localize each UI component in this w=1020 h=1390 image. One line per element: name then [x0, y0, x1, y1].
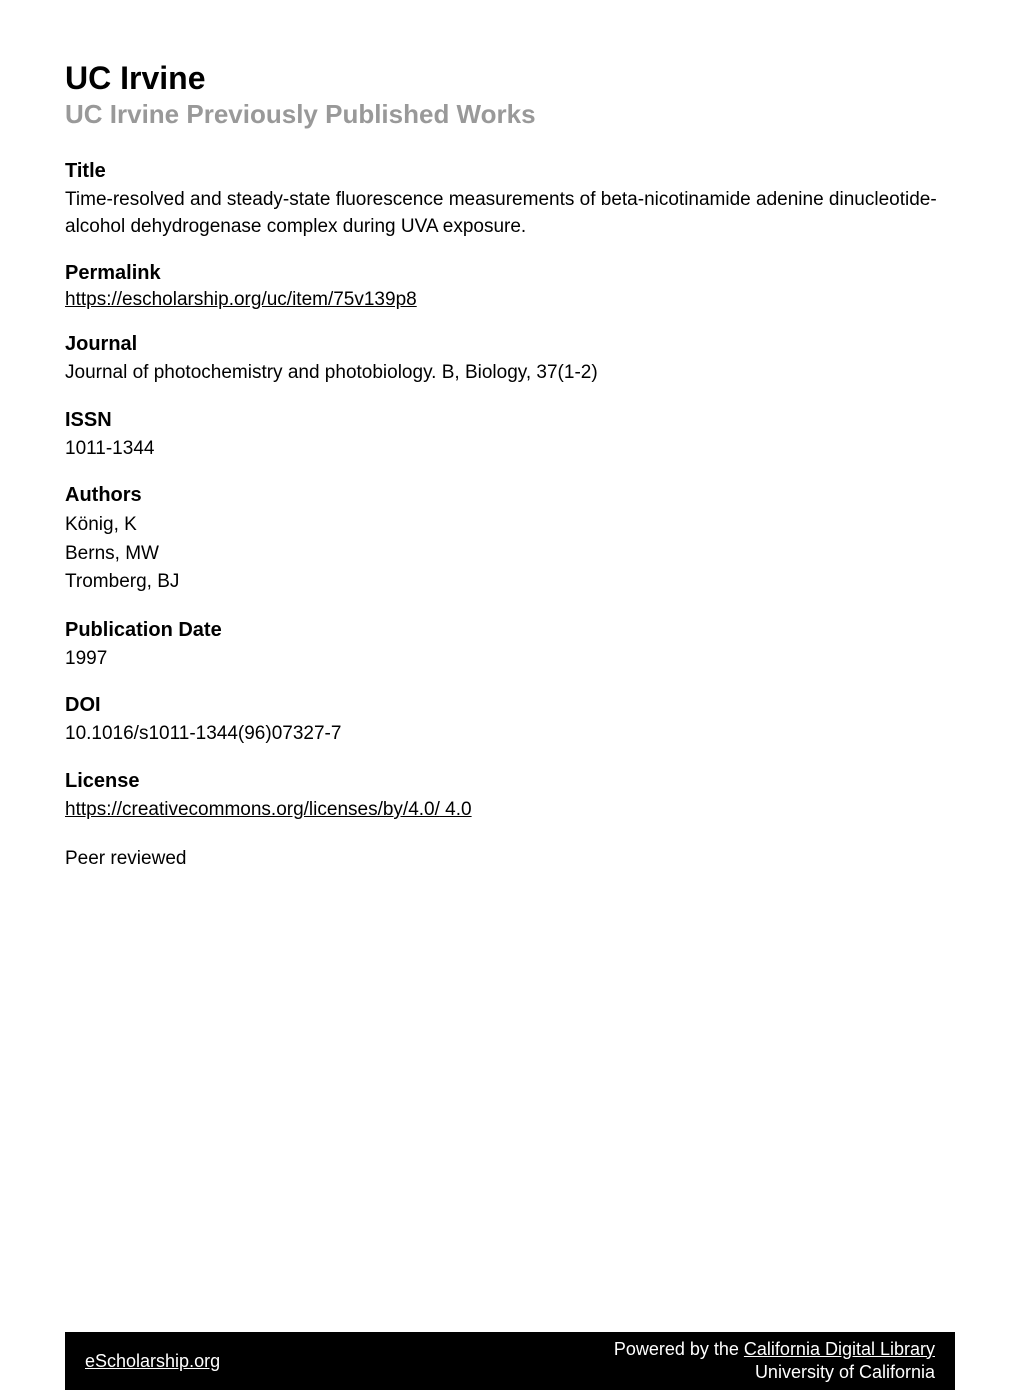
- license-label: License: [65, 770, 955, 793]
- footer-right: Powered by the California Digital Librar…: [614, 1338, 935, 1385]
- license-value: https://creativecommons.org/licenses/by/…: [65, 797, 955, 824]
- title-value: Time-resolved and steady-state fluoresce…: [65, 187, 955, 240]
- permalink-url[interactable]: https://escholarship.org/uc/item/75v139p…: [65, 289, 417, 310]
- pubdate-label: Publication Date: [65, 619, 955, 642]
- license-version: 4.0: [440, 799, 472, 820]
- license-section: License https://creativecommons.org/lice…: [65, 770, 955, 824]
- authors-section: Authors König, K Berns, MW Tromberg, BJ: [65, 484, 955, 597]
- author-2: Berns, MW: [65, 540, 955, 569]
- author-3: Tromberg, BJ: [65, 568, 955, 597]
- doi-value: 10.1016/s1011-1344(96)07327-7: [65, 721, 955, 748]
- journal-label: Journal: [65, 333, 955, 356]
- permalink-section: Permalink https://escholarship.org/uc/it…: [65, 262, 955, 311]
- footer-powered-by: Powered by the: [614, 1339, 744, 1359]
- doi-section: DOI 10.1016/s1011-1344(96)07327-7: [65, 694, 955, 748]
- journal-section: Journal Journal of photochemistry and ph…: [65, 333, 955, 387]
- title-section: Title Time-resolved and steady-state flu…: [65, 160, 955, 240]
- institution-name: UC Irvine: [65, 60, 955, 97]
- issn-value: 1011-1344: [65, 436, 955, 463]
- footer: eScholarship.org Powered by the Californ…: [65, 1332, 955, 1390]
- authors-label: Authors: [65, 484, 955, 507]
- peer-review-section: Peer reviewed: [65, 846, 955, 873]
- issn-label: ISSN: [65, 409, 955, 432]
- pubdate-section: Publication Date 1997: [65, 619, 955, 673]
- footer-university: University of California: [614, 1361, 935, 1384]
- footer-escholarship-link[interactable]: eScholarship.org: [85, 1351, 220, 1372]
- series-name: UC Irvine Previously Published Works: [65, 99, 955, 130]
- issn-section: ISSN 1011-1344: [65, 409, 955, 463]
- permalink-label: Permalink: [65, 262, 955, 285]
- doi-label: DOI: [65, 694, 955, 717]
- journal-value: Journal of photochemistry and photobiolo…: [65, 360, 955, 387]
- peer-review-value: Peer reviewed: [65, 846, 955, 873]
- author-1: König, K: [65, 511, 955, 540]
- pubdate-value: 1997: [65, 646, 955, 673]
- title-label: Title: [65, 160, 955, 183]
- footer-cdl-link[interactable]: California Digital Library: [744, 1339, 935, 1359]
- license-url[interactable]: https://creativecommons.org/licenses/by/…: [65, 799, 440, 820]
